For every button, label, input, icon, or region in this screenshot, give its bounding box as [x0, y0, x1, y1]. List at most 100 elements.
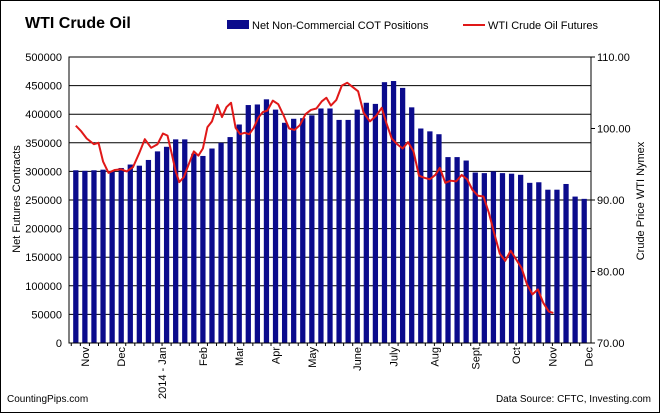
- bar: [508, 173, 515, 343]
- bar: [481, 173, 487, 343]
- bar: [345, 119, 351, 343]
- legend-swatch-cot: [227, 20, 249, 29]
- bar: [563, 183, 569, 343]
- x-axis-ticks: Nov Dec 2014 - Jan Feb Mar Apr May June July Aug S…: [70, 343, 596, 399]
- bar: [318, 108, 324, 343]
- bar: [73, 170, 79, 343]
- y-tick-label: 200000: [25, 224, 62, 236]
- bar: [381, 82, 388, 344]
- bar: [536, 182, 542, 343]
- bar: [100, 169, 106, 343]
- y-axis-left-title: Net Futures Contracts: [11, 145, 23, 253]
- bar: [82, 170, 88, 343]
- bar: [300, 118, 306, 343]
- bar: [427, 131, 433, 343]
- y2-tick-label: 70.00: [597, 338, 625, 350]
- bar: [127, 164, 133, 343]
- bar: [291, 118, 297, 343]
- bar: [281, 122, 288, 343]
- bar: [327, 108, 333, 343]
- bar: [136, 165, 142, 343]
- bar: [581, 198, 587, 343]
- bar: [109, 171, 115, 343]
- y2-tick-label: 90.00: [597, 195, 625, 207]
- bar: [272, 109, 279, 344]
- chart-title: WTI Crude Oil: [25, 15, 131, 32]
- y-tick-label: 150000: [25, 252, 62, 264]
- y-tick-label: 350000: [25, 138, 62, 150]
- x-tick-label: Mar: [234, 347, 246, 366]
- price-line: [75, 81, 554, 314]
- bar: [91, 170, 97, 343]
- bar: [472, 172, 478, 343]
- bar: [445, 157, 451, 343]
- bar: [263, 99, 270, 343]
- y2-tick-label: 80.00: [597, 267, 625, 279]
- bars-cot: [73, 81, 587, 344]
- x-tick-label: Sept: [470, 347, 482, 370]
- bar: [518, 174, 524, 343]
- bar: [209, 148, 215, 343]
- bar: [554, 189, 560, 343]
- y-axis-right-ticks: 70.00 80.00 90.00 100.00 110.00: [591, 52, 631, 350]
- x-tick-label: Nov: [80, 347, 92, 367]
- x-tick-label: Oct: [511, 347, 523, 364]
- y-tick-label: 100000: [25, 281, 62, 293]
- y-axis-left-ticks: 0 50000 100000 150000 200000 250000 300000 3500…: [25, 52, 62, 350]
- bar: [173, 139, 179, 343]
- bar: [390, 81, 397, 344]
- y-tick-label: 0: [56, 338, 62, 350]
- y-tick-label: 50000: [31, 309, 62, 321]
- line-wti-price: [75, 81, 554, 314]
- y2-tick-label: 100.00: [597, 124, 631, 136]
- bar: [572, 196, 578, 343]
- bar: [145, 159, 152, 343]
- bar: [154, 151, 161, 343]
- x-tick-label: 2014 - Jan: [157, 347, 169, 399]
- x-tick-label: Dec: [116, 347, 128, 367]
- bar: [336, 119, 342, 343]
- bar: [454, 157, 460, 343]
- x-tick-label: Apr: [271, 347, 283, 364]
- bar: [436, 134, 442, 343]
- bar: [409, 107, 415, 343]
- bar: [545, 189, 551, 343]
- x-tick-label: July: [389, 347, 401, 367]
- bar: [118, 167, 124, 343]
- bar: [163, 146, 170, 343]
- footer-site: CountingPips.com: [7, 394, 88, 405]
- bar: [399, 87, 406, 343]
- legend: Net Non-Commercial COT Positions WTI Cru…: [227, 20, 599, 32]
- y-tick-label: 450000: [25, 81, 62, 93]
- y2-tick-label: 110.00: [597, 52, 630, 64]
- bar: [218, 142, 224, 343]
- x-tick-label: Nov: [547, 347, 559, 367]
- y-tick-label: 400000: [25, 109, 62, 121]
- legend-label-cot: Net Non-Commercial COT Positions: [252, 20, 429, 32]
- bar: [245, 105, 251, 343]
- bar: [490, 171, 497, 343]
- y-tick-label: 250000: [25, 195, 62, 207]
- x-tick-label: June: [352, 347, 364, 371]
- footer-source: Data Source: CFTC, Investing.com: [496, 394, 651, 405]
- x-tick-label: Aug: [429, 347, 441, 367]
- y-tick-label: 300000: [25, 166, 62, 178]
- x-tick-label: Dec: [584, 347, 596, 367]
- x-tick-label: Feb: [198, 347, 210, 366]
- x-tick-label: May: [307, 347, 319, 368]
- bar: [236, 124, 242, 343]
- bar: [354, 109, 360, 344]
- bar: [200, 155, 206, 343]
- bar: [309, 115, 315, 343]
- bar: [191, 153, 197, 343]
- bar: [418, 128, 424, 343]
- bar: [363, 102, 369, 343]
- bar: [254, 104, 261, 343]
- y-axis-right-title: Crude Price WTI Nymex: [635, 141, 647, 260]
- bar: [527, 182, 533, 343]
- bar: [182, 139, 188, 343]
- bar: [227, 137, 233, 343]
- legend-label-wti: WTI Crude Oil Futures: [488, 20, 599, 32]
